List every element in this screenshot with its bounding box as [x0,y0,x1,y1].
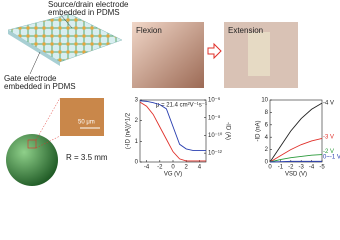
radius-label: R = 3.5 mm [66,153,108,162]
x-axis-label: VSD (V) [285,172,307,178]
y-tick-label: 6 [265,122,269,128]
series-line [269,102,323,163]
pointer [59,13,73,29]
x-tick-label: 2 [185,165,189,171]
series-label: -4 V [323,101,334,107]
figure: Source/drain electrode embedded in PDMS … [4,0,340,186]
x-tick-label: 4 [198,165,202,171]
label: embedded in PDMS [4,82,76,91]
x-tick-label: -5 [319,165,325,171]
pointer [29,51,41,75]
photo-label: Flexion [136,26,162,35]
series-line [139,100,206,151]
y-tick-label: 0 [265,160,269,166]
series-line [269,154,323,163]
x-tick-label: -1 [278,165,284,171]
scale-label: 50 μm [78,120,95,126]
electrode-sheet [7,13,123,63]
x-tick-label: 0 [268,165,272,171]
x-tick-label: -3 [299,165,305,171]
sphere [6,134,58,186]
label: embedded in PDMS [48,8,120,17]
device-on-skin [248,32,270,76]
y2-tick-label: 10⁻⁸ [208,114,221,121]
micrograph [60,98,104,136]
y-tick-label: 2 [265,147,269,153]
y-tick-label: 1 [135,139,139,145]
series-line [269,138,323,163]
x-tick-label: -2 [157,165,163,171]
y-axis-label: (-ID (nA))^1/2 [126,112,132,149]
y-tick-label: 10 [261,98,268,104]
y-tick-label: 8 [265,110,269,116]
photo-label: Extension [228,26,263,35]
y-tick-label: 0 [135,160,139,166]
label: Gate electrode [4,74,57,83]
x-tick-label: 0 [171,165,175,171]
x-axis-label: VG (V) [164,172,182,178]
series-line [269,160,322,163]
y2-tick-label: 10⁻⁶ [208,97,221,104]
zoom-line [35,97,61,141]
y2-tick-label: 10⁻¹⁰ [208,132,223,139]
sheet-edge [8,30,60,66]
x-tick-label: -2 [288,165,294,171]
zoom-box [27,139,37,149]
photo [132,22,204,88]
zoom-line [35,135,61,149]
y-tick-label: 3 [135,98,139,104]
series-label: 0~-1 V [323,154,340,160]
y2-axis-label: -ID (A) [224,122,230,140]
series-label: -2 V [323,149,334,155]
y-axis-label: -ID (nA) [256,120,262,141]
y2-tick-label: 10⁻¹² [208,151,222,157]
plot-frame [269,99,323,163]
x-tick-label: -4 [309,165,315,171]
series-label: -3 V [323,135,334,141]
arrow [207,42,222,60]
y-tick-label: 2 [135,118,139,124]
label: Source/drain electrode [48,0,129,9]
x-tick-label: -4 [144,165,150,171]
annotation: μ = 21.4 cm²V⁻¹s⁻¹ [156,103,207,109]
series-line [139,101,206,162]
plot-frame [139,99,207,163]
y-tick-label: 4 [265,135,269,141]
